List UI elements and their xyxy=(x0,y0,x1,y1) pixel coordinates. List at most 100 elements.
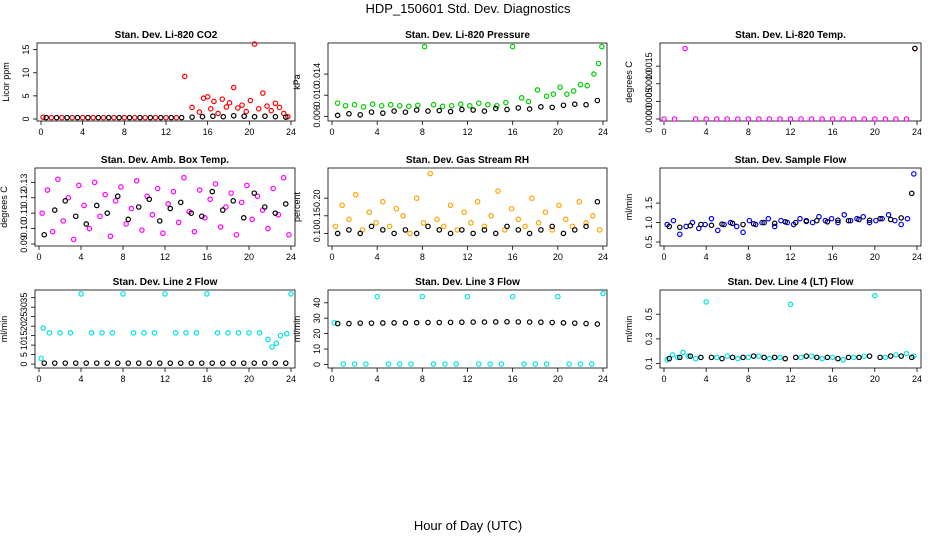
data-point xyxy=(898,221,904,228)
data-point xyxy=(503,99,509,106)
data-point xyxy=(170,188,177,195)
data-point xyxy=(509,43,516,50)
mean-point xyxy=(538,227,544,233)
data-point xyxy=(557,84,563,91)
data-point xyxy=(475,100,482,106)
data-point xyxy=(819,355,825,362)
data-point xyxy=(81,202,87,209)
mean-point xyxy=(447,230,454,237)
data-point xyxy=(91,179,98,186)
data-point xyxy=(495,188,501,194)
mean-point xyxy=(425,223,431,230)
mean-point xyxy=(481,108,488,114)
y-tick-label: 0.1 xyxy=(644,357,654,370)
y-tick-label: 20 xyxy=(312,329,322,339)
data-point xyxy=(360,104,367,110)
mean-point xyxy=(261,204,268,210)
data-point xyxy=(393,205,400,212)
data-point xyxy=(57,329,63,336)
x-tick-label: 4 xyxy=(704,252,709,262)
mean-point xyxy=(526,230,533,237)
data-point xyxy=(847,217,854,224)
chart-panel-8: Stan. Dev. Line 3 Flow ml/min 0 4 8 12 16 20 24 0… xyxy=(292,277,608,384)
chart-title: Stan. Dev. Sample Flow xyxy=(735,155,847,166)
data-point xyxy=(100,114,107,121)
data-point xyxy=(550,91,557,97)
mean-point xyxy=(877,354,883,361)
mean-point xyxy=(594,97,601,104)
data-point xyxy=(457,101,464,108)
mean-point xyxy=(740,354,746,361)
mean-point xyxy=(856,354,862,361)
mean-point xyxy=(687,222,694,229)
data-point xyxy=(405,103,412,110)
y-axis-label: degrees C xyxy=(0,186,9,228)
x-tick-label: 8 xyxy=(420,127,425,137)
mean-point xyxy=(334,112,341,119)
x-tick-label: 12 xyxy=(462,127,472,137)
y-tick-label: 5 xyxy=(21,93,31,98)
x-tick-label: 12 xyxy=(161,127,171,137)
x-tick-label: 0 xyxy=(36,252,41,262)
mean-point xyxy=(560,102,567,109)
mean-point xyxy=(114,360,121,366)
data-point xyxy=(38,355,44,362)
data-point xyxy=(264,103,270,109)
x-tick-label: 0 xyxy=(38,127,43,137)
data-point xyxy=(577,361,584,367)
data-point xyxy=(214,329,221,336)
mean-point xyxy=(391,108,397,114)
data-point xyxy=(269,344,275,350)
mean-point xyxy=(53,114,60,121)
x-tick-label: 24 xyxy=(912,374,922,384)
mean-point xyxy=(209,188,216,195)
y-tick-label: 0 xyxy=(21,116,31,121)
x-tick-label: 8 xyxy=(746,252,751,262)
mean-point xyxy=(93,202,100,209)
data-point xyxy=(798,354,804,361)
mean-point xyxy=(178,114,185,121)
data-point xyxy=(142,114,148,121)
x-tick-label: 8 xyxy=(420,374,425,384)
chart-panel-5: Stan. Dev. Gas Stream RH percent 0 4 8 12 16 20… xyxy=(292,155,608,262)
mean-point xyxy=(504,223,510,230)
data-point xyxy=(903,350,910,357)
x-tick-label: 4 xyxy=(704,374,709,384)
data-point xyxy=(777,354,783,361)
mean-point xyxy=(771,220,778,227)
data-point xyxy=(217,224,224,230)
data-point xyxy=(40,114,46,120)
chart-title: Stan. Dev. Line 2 Flow xyxy=(113,277,218,288)
data-point xyxy=(255,106,262,112)
mean-point xyxy=(413,230,420,237)
data-point xyxy=(840,116,847,122)
x-tick-label: 4 xyxy=(80,127,85,137)
x-tick-label: 4 xyxy=(704,127,709,137)
y-tick-label: 10 xyxy=(21,68,31,78)
y-tick-label: 0.10 xyxy=(19,220,29,238)
mean-point xyxy=(792,354,799,361)
data-point xyxy=(850,354,857,361)
data-point xyxy=(766,116,773,122)
data-point xyxy=(181,73,188,80)
data-point xyxy=(893,352,899,358)
y-tick-label: 30 xyxy=(312,313,322,323)
x-tick-label: 24 xyxy=(912,127,922,137)
data-point xyxy=(273,340,280,347)
plot-frame xyxy=(659,167,922,247)
data-point xyxy=(111,114,117,121)
mean-point xyxy=(459,227,465,233)
data-point xyxy=(746,217,753,224)
data-point xyxy=(591,71,597,77)
data-point xyxy=(454,227,461,233)
mean-point xyxy=(51,360,58,366)
y-tick-label: 1.0 xyxy=(644,216,654,229)
mean-point xyxy=(898,353,904,359)
data-point xyxy=(885,211,892,218)
data-point xyxy=(474,198,481,205)
mean-point xyxy=(549,319,555,326)
data-point xyxy=(525,98,532,105)
mean-point xyxy=(72,213,79,220)
mean-point xyxy=(594,321,601,327)
chart-title: Stan. Dev. Amb. Box Temp. xyxy=(101,155,229,166)
